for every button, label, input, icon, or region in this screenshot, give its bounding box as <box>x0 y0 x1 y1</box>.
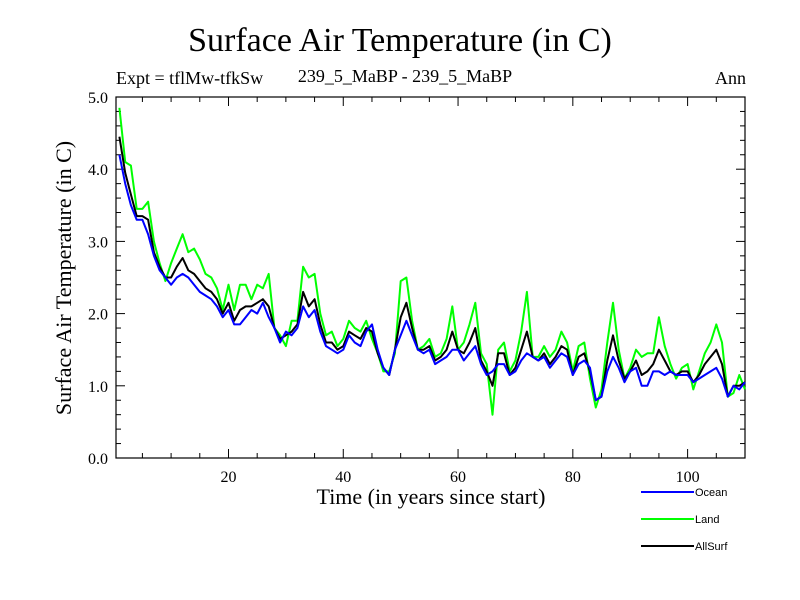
plot-frame <box>115 96 746 459</box>
y-tick-label: 4.0 <box>88 162 108 179</box>
x-axis-label: Time (in years since start) <box>316 484 546 509</box>
series-line-allsurf <box>118 136 746 402</box>
series-lines <box>118 107 746 416</box>
y-tick-label: 1.0 <box>88 379 108 396</box>
y-tick-label: 5.0 <box>88 90 108 107</box>
experiment-label: Expt = tflMw-tfkSw <box>116 68 264 88</box>
chart-title: Surface Air Temperature (in C) <box>188 22 612 59</box>
season-label: Ann <box>715 68 746 88</box>
y-tick-label: 2.0 <box>88 307 108 324</box>
x-tick-label: 60 <box>450 469 466 486</box>
legend: Ocean Land AllSurf <box>641 487 728 553</box>
axes: 20 40 60 80 100 0.0 1.0 2.0 3.0 4.0 5.0 <box>88 90 746 486</box>
legend-label-ocean: Ocean <box>695 487 727 499</box>
x-tick-label: 40 <box>335 469 351 486</box>
period-label: 239_5_MaBP - 239_5_MaBP <box>297 66 513 86</box>
series-line-land <box>118 107 746 416</box>
x-tick-label: 20 <box>220 469 236 486</box>
legend-label-land: Land <box>695 514 719 526</box>
y-tick-label: 3.0 <box>88 234 108 251</box>
legend-label-allsurf: AllSurf <box>695 541 728 553</box>
x-tick-label: 80 <box>565 469 581 486</box>
x-tick-label: 100 <box>676 469 700 486</box>
y-tick-label: 0.0 <box>88 451 108 468</box>
series-line-ocean <box>118 154 746 402</box>
